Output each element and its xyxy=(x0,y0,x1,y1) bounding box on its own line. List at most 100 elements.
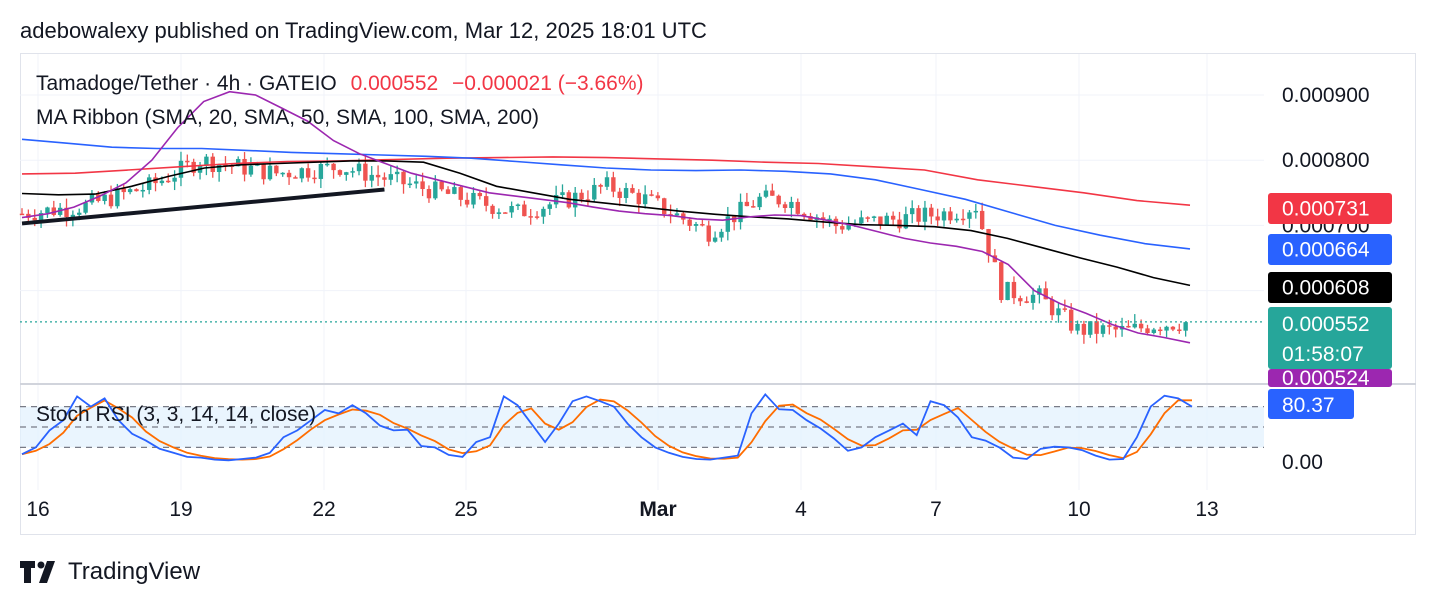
candle-body xyxy=(598,184,603,187)
candle-body xyxy=(515,204,521,207)
candle-body xyxy=(687,219,692,226)
x-tick-label: 16 xyxy=(26,498,49,521)
candle-body xyxy=(51,207,56,215)
x-tick-label: 4 xyxy=(795,498,807,521)
candle-body xyxy=(782,204,788,208)
candle-body xyxy=(528,216,533,218)
footer-brand[interactable]: TradingView xyxy=(20,558,200,586)
candle-body xyxy=(293,177,298,179)
candle-body xyxy=(960,218,966,221)
x-tick-label: 25 xyxy=(454,498,477,521)
candle-body xyxy=(1100,325,1106,334)
candle-body xyxy=(121,188,126,193)
candle-body xyxy=(744,201,750,207)
stoch-rsi-legend[interactable]: Stoch RSI (3, 3, 14, 14, close) xyxy=(36,403,317,426)
stoch-axis-label: 0.00 xyxy=(1282,451,1323,474)
candle-body xyxy=(719,231,724,238)
last-price: 0.000552 xyxy=(350,72,439,95)
candle-body xyxy=(1126,325,1131,328)
candle-body xyxy=(172,177,177,182)
candle-body xyxy=(19,213,25,216)
candle-body xyxy=(655,195,661,199)
candle-body xyxy=(344,172,349,175)
candle-body xyxy=(1132,323,1137,328)
candle-body xyxy=(623,188,629,198)
candle-body xyxy=(700,224,705,226)
sma100-badge-bg xyxy=(1268,234,1392,265)
candle-body xyxy=(83,202,88,213)
symbol-legend[interactable]: Tamadoge/Tether · 4h · GATEIO 0.000552 −… xyxy=(36,72,644,96)
candle-body xyxy=(356,163,362,172)
sma20-badge: 0.000524 xyxy=(1282,367,1370,390)
candle-body xyxy=(979,210,985,230)
candle-body xyxy=(369,174,374,181)
tradingview-logo-icon xyxy=(20,561,55,583)
candle-body xyxy=(712,237,718,242)
candle-body xyxy=(789,201,794,208)
candle-body xyxy=(1094,321,1099,334)
candle-body xyxy=(1164,326,1169,331)
candle-body xyxy=(522,204,527,217)
candle-body xyxy=(1068,309,1074,331)
candle-body xyxy=(992,255,998,263)
candle-body xyxy=(1177,329,1182,332)
candle-body xyxy=(922,207,928,222)
candle-body xyxy=(751,206,756,208)
candle-body xyxy=(414,181,419,184)
candle-body xyxy=(375,174,381,178)
candle-body xyxy=(337,170,343,175)
candle-body xyxy=(1138,323,1144,329)
candle-body xyxy=(706,225,711,242)
candle-body xyxy=(840,226,845,230)
sma20-line xyxy=(21,90,1191,344)
candle-body xyxy=(674,213,680,216)
candle-body xyxy=(325,163,330,166)
candle-body xyxy=(801,213,807,217)
candle-body xyxy=(547,204,552,209)
candle-body xyxy=(471,192,476,205)
candle-body xyxy=(1081,323,1087,335)
candle-body xyxy=(382,177,387,180)
footer-brand-name: TradingView xyxy=(68,558,201,585)
candle-body xyxy=(464,199,470,205)
candle-body xyxy=(890,215,896,220)
candle-body xyxy=(305,168,311,178)
candle-body xyxy=(388,174,394,180)
candle-body xyxy=(636,192,641,205)
candle-body xyxy=(1030,294,1036,303)
candle-body xyxy=(1088,321,1093,335)
candle-body xyxy=(1011,281,1017,299)
candle-body xyxy=(649,194,654,196)
candle-body xyxy=(1056,308,1061,316)
candle-body xyxy=(999,262,1004,301)
candle-body xyxy=(458,187,463,200)
candle-body xyxy=(1158,329,1163,332)
sma50-badge: 0.000608 xyxy=(1282,277,1370,300)
candle-body xyxy=(916,208,921,222)
candle-body xyxy=(394,171,400,175)
candle-body xyxy=(96,194,101,202)
candle-body xyxy=(725,216,731,232)
last-price-badge-bg xyxy=(1268,307,1392,369)
candle-body xyxy=(820,217,826,220)
candle-body xyxy=(38,213,44,221)
candle-body xyxy=(166,180,171,183)
candle-body xyxy=(299,168,304,179)
x-tick-label: 22 xyxy=(312,498,335,521)
candle-body xyxy=(1037,288,1042,295)
candle-body xyxy=(32,217,37,221)
candle-body xyxy=(102,194,107,202)
sma50-badge-bg xyxy=(1268,272,1392,303)
candle-body xyxy=(910,208,915,215)
sma50-line xyxy=(21,160,1191,287)
candle-body xyxy=(935,216,940,221)
ma-ribbon-legend[interactable]: MA Ribbon (SMA, 20, SMA, 50, SMA, 100, S… xyxy=(36,106,540,129)
candle-body xyxy=(560,192,565,196)
candle-body xyxy=(45,207,50,214)
candle-body xyxy=(350,171,355,173)
candle-body xyxy=(496,212,502,214)
candle-body xyxy=(757,196,762,208)
candle-body xyxy=(846,224,851,230)
x-tick-label: 7 xyxy=(930,498,942,521)
